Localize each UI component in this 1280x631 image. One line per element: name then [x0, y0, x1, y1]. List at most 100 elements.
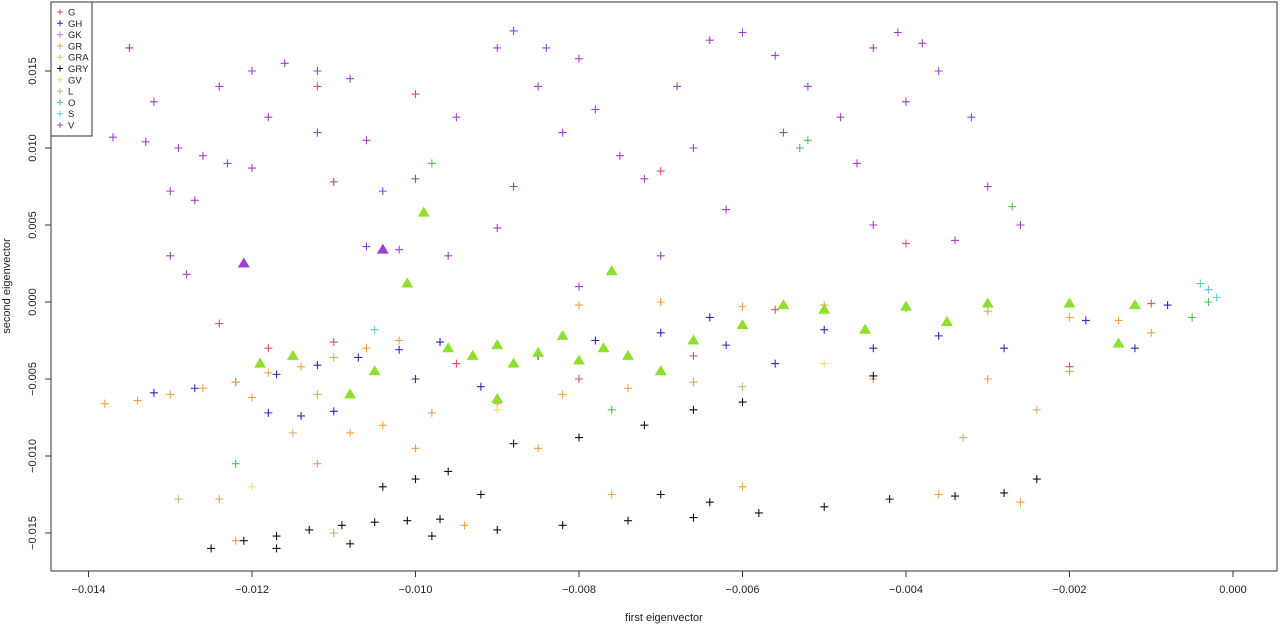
- point-gr: [100, 399, 109, 408]
- point-l: [959, 433, 968, 442]
- triangle-point: [940, 316, 953, 327]
- point-o: [427, 159, 436, 168]
- series-g: [215, 82, 1156, 383]
- point-gr: [313, 390, 322, 399]
- point-v: [444, 251, 453, 260]
- legend-label: GH: [68, 19, 82, 30]
- point-gry: [272, 532, 281, 541]
- point-gh: [329, 407, 338, 416]
- point-gh: [395, 345, 404, 354]
- point-gr: [1016, 498, 1025, 507]
- point-v: [190, 196, 199, 205]
- point-v: [575, 282, 583, 291]
- series-o: [231, 136, 1213, 468]
- point-o: [1008, 202, 1017, 211]
- point-gry: [337, 521, 346, 530]
- point-gr: [346, 428, 355, 437]
- point-gh: [313, 361, 322, 370]
- point-gh: [297, 411, 306, 420]
- point-gr: [378, 421, 387, 430]
- triangle-point: [622, 349, 635, 360]
- series-gv: [248, 359, 829, 491]
- point-v: [248, 67, 256, 75]
- point-gr: [362, 344, 371, 353]
- triangle-point: [654, 365, 667, 376]
- point-v: [109, 133, 118, 142]
- point-v: [395, 245, 404, 254]
- triangle-point: [900, 300, 912, 311]
- point-v: [591, 105, 600, 114]
- series-s: [370, 279, 1221, 334]
- point-v: [313, 67, 322, 75]
- point-gry: [558, 521, 567, 530]
- point-gr: [738, 482, 747, 491]
- triangle-point: [491, 339, 504, 350]
- triangle-point: [687, 334, 700, 345]
- legend-marker: [57, 31, 63, 38]
- point-g: [689, 351, 698, 360]
- point-gh: [722, 341, 731, 350]
- point-v: [182, 270, 191, 279]
- point-gr: [231, 378, 240, 387]
- highlighted-group: [254, 206, 1141, 404]
- x-axis-label: first eigenvector: [625, 612, 703, 624]
- point-g: [215, 319, 224, 328]
- point-gry: [378, 482, 387, 491]
- point-o: [803, 136, 812, 145]
- point-gh: [705, 313, 714, 322]
- point-gry: [207, 544, 216, 553]
- point-g: [452, 359, 461, 368]
- point-l: [174, 495, 183, 504]
- point-gry: [411, 475, 420, 484]
- triangle-point: [286, 349, 299, 360]
- x-tick-label: −0.010: [399, 584, 433, 596]
- x-axis: −0.014 −0.012 −0.010 −0.008 −0.006 −0.004 −0.0…: [72, 570, 1247, 596]
- point-v: [738, 28, 747, 37]
- point-gr: [133, 396, 142, 405]
- point-g: [313, 82, 322, 91]
- legend-marker: [57, 76, 63, 83]
- point-v: [722, 205, 731, 214]
- point-gh: [1130, 344, 1139, 353]
- triangle-point: [466, 349, 479, 360]
- point-v: [493, 43, 502, 52]
- point-v: [313, 128, 322, 137]
- point-gr: [1065, 313, 1074, 322]
- point-v: [346, 74, 355, 83]
- triangle-point: [777, 299, 790, 310]
- legend-marker: [57, 88, 63, 95]
- point-gr: [689, 378, 698, 387]
- legend-item-gk: GK: [57, 30, 82, 41]
- legend-item-gry: GRY: [57, 64, 89, 75]
- point-gr: [329, 353, 338, 362]
- triangle-point: [368, 365, 381, 376]
- point-v: [166, 251, 175, 260]
- legend-label: GV: [68, 75, 82, 86]
- point-g: [411, 90, 420, 99]
- point-v: [852, 159, 861, 168]
- point-v: [534, 82, 543, 91]
- legend-label: S: [68, 109, 74, 120]
- point-gry: [885, 495, 894, 504]
- legend-item-g: G: [57, 8, 75, 19]
- legend-marker: [57, 65, 63, 72]
- triangle-point: [532, 346, 545, 357]
- point-gry: [476, 490, 485, 499]
- legend-item-l: L: [57, 87, 73, 98]
- point-v: [779, 128, 788, 137]
- point-gry: [305, 525, 314, 534]
- point-gry: [869, 371, 878, 380]
- triangle-point: [237, 257, 250, 268]
- point-gr: [198, 384, 207, 393]
- point-gr: [460, 521, 469, 530]
- point-v: [509, 182, 518, 191]
- y-tick-label: 0.015: [27, 57, 39, 85]
- plot-frame: [50, 1, 1278, 572]
- point-v: [198, 151, 207, 160]
- point-v: [542, 43, 551, 52]
- point-gr: [624, 384, 633, 393]
- point-v: [493, 224, 502, 233]
- point-v: [411, 174, 420, 183]
- point-v: [1016, 221, 1025, 229]
